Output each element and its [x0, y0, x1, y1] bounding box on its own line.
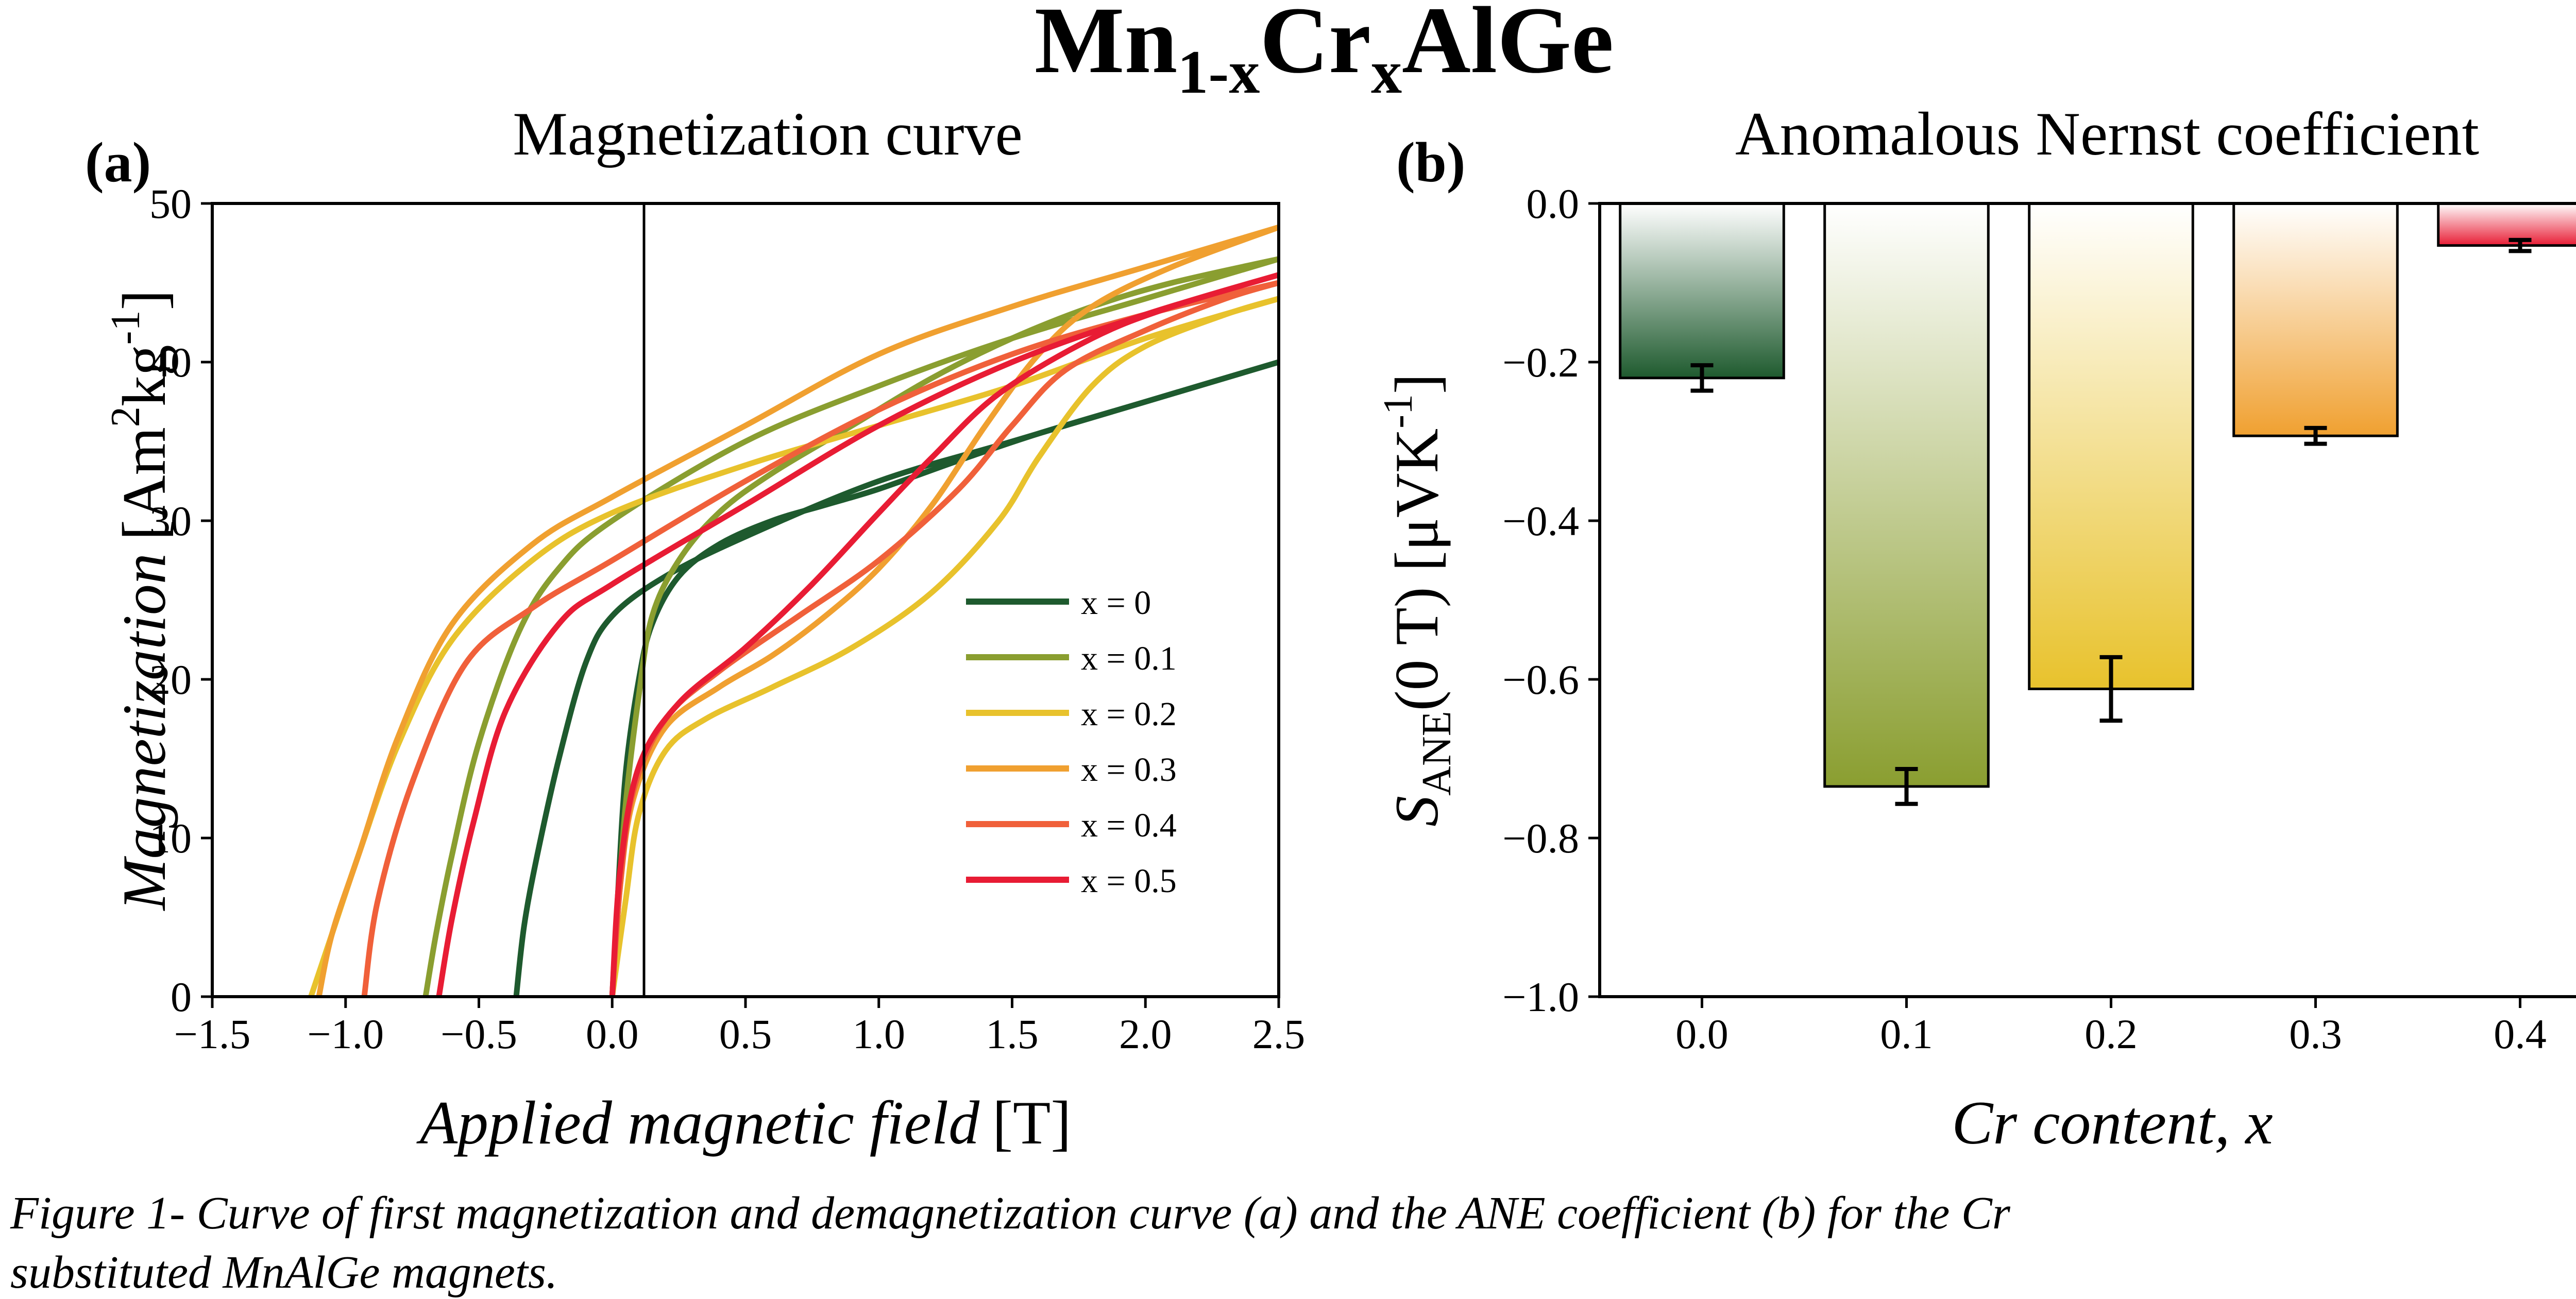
y-tick-label: −0.4: [1502, 498, 1579, 544]
panel-b-x-axis-label: Cr content, x: [1952, 1088, 2273, 1157]
figure-title: Mn1-xCrxAlGe: [1035, 0, 1614, 106]
y-tick-label: −0.8: [1502, 815, 1579, 862]
initial-curve-series-2: [609, 296, 1280, 997]
bar-0.3: [2232, 202, 2399, 437]
title-alge: AlGe: [1402, 0, 1614, 93]
x-tick-label: 0.0: [1675, 1011, 1728, 1057]
x-tick-label: 1.5: [986, 1011, 1039, 1057]
panel-a-y-axis-label: Magnetization [Am2kg-1]: [103, 290, 178, 912]
legend-label: x = 0.5: [1081, 862, 1177, 900]
y-label-italic: Magnetization: [110, 553, 178, 911]
title-sub-x: x: [1371, 38, 1402, 106]
y-label-rest: (0 T) [μVK: [1382, 429, 1451, 711]
figure-caption-line-2: substituted MnAlGe magnets.: [10, 1247, 557, 1298]
x-tick-label: 0.1: [1880, 1011, 1933, 1057]
x-tick-label: 0.2: [2084, 1011, 2138, 1057]
y-tick-label: 10: [149, 815, 192, 862]
y-label-s: S: [1382, 796, 1451, 827]
y-tick-label: −0.6: [1502, 656, 1579, 703]
x-tick-label: 0.0: [586, 1011, 639, 1057]
panel-b-y-axis-label: SANE(0 T) [μVK-1]: [1376, 373, 1460, 827]
bar-0.2: [2028, 202, 2194, 690]
x-tick-label: −0.5: [440, 1011, 517, 1057]
panel-b-bars: [1619, 202, 2576, 806]
initial-curve-series-5: [609, 272, 1280, 997]
demag-curve-series-4: [361, 280, 1280, 997]
initial-curve-series-1: [609, 256, 1280, 997]
y-tick-label: 20: [149, 656, 192, 703]
panel-a-x-ticks: −1.5 −1.0 −0.5 0.0 0.5 1.0 1.5 2.0 2.5: [174, 997, 1306, 1057]
y-tick-label: −1.0: [1502, 973, 1579, 1020]
panel-b: (b) Anomalous Nernst coefficient 0.0 0.1 0…: [1376, 99, 2576, 1157]
bar-0.4: [2437, 202, 2576, 247]
x-tick-label: 2.0: [1119, 1011, 1172, 1057]
x-tick-label: 1.0: [853, 1011, 906, 1057]
panel-a-title: Magnetization curve: [513, 99, 1023, 168]
initial-curve-series-3: [609, 225, 1280, 997]
legend-label: x = 0.1: [1081, 640, 1177, 677]
panel-b-y-ticks: 0.0 −0.2 −0.4 −0.6 −0.8 −1.0: [1502, 180, 1600, 1020]
panel-a-x-axis-label: Applied magnetic field [T]: [416, 1088, 1072, 1157]
panel-b-x-ticks: 0.0 0.1 0.2 0.3 0.4: [1675, 997, 2547, 1057]
bar-0.0: [1619, 202, 1785, 380]
demag-curve-series-5: [436, 272, 1280, 997]
legend-label: x = 0.4: [1081, 807, 1177, 844]
x-tick-label: 0.4: [2494, 1011, 2547, 1057]
panel-a: (a) Magnetization curve −1.5 −1.0 −0.5 0.0 0…: [85, 99, 1305, 1157]
x-tick-label: −1.0: [307, 1011, 384, 1057]
y-label-sub-ane: ANE: [1414, 711, 1460, 795]
bar-0.1: [1823, 202, 1990, 788]
title-sub-1x: 1-x: [1177, 38, 1260, 106]
y-label-sup2: -1: [103, 311, 148, 345]
panel-a-tag: (a): [85, 131, 151, 194]
y-tick-label: 0: [171, 973, 192, 1020]
panel-a-y-ticks: 0 10 20 30 40 50: [149, 180, 212, 1020]
y-tick-label: −0.2: [1502, 339, 1579, 386]
legend-label: x = 0.3: [1081, 751, 1177, 789]
legend-label: x = 0: [1081, 584, 1151, 622]
demag-curve-series-1: [422, 256, 1280, 997]
x-label-unit: [T]: [992, 1088, 1071, 1157]
y-label-unit-pre: [Am: [110, 427, 178, 540]
panel-b-tag: (b): [1396, 131, 1465, 194]
x-tick-label: 2.5: [1252, 1011, 1306, 1057]
y-tick-label: 50: [149, 180, 192, 227]
x-tick-label: 0.5: [719, 1011, 772, 1057]
title-cr: Cr: [1260, 0, 1371, 93]
y-tick-label: 40: [149, 339, 192, 386]
x-tick-label: −1.5: [174, 1011, 251, 1057]
legend-label: x = 0.2: [1081, 695, 1177, 733]
y-label-sup1: 2: [103, 406, 148, 427]
panel-a-curves: [308, 224, 1280, 998]
y-tick-label: 30: [149, 498, 192, 544]
legend: x = 0 x = 0.1 x = 0.2 x = 0.3 x = 0.4 x = 0.5: [966, 584, 1177, 900]
demag-curve-series-3: [316, 224, 1280, 998]
y-label-sup: -1: [1376, 394, 1421, 429]
figure-caption-line-1: Figure 1- Curve of first magnetization a…: [10, 1188, 2011, 1239]
panel-b-title: Anomalous Nernst coefficient: [1735, 99, 2479, 168]
y-label-unit-post: ]: [110, 290, 178, 311]
demag-curve-series-0: [513, 359, 1280, 997]
title-mn: Mn: [1035, 0, 1178, 93]
x-tick-label: 0.3: [2289, 1011, 2342, 1057]
y-label-end: ]: [1382, 373, 1451, 394]
y-label-unit-mid: kg: [110, 345, 178, 406]
y-tick-label: 0.0: [1527, 180, 1580, 227]
x-label-italic: Applied magnetic field: [416, 1088, 980, 1157]
